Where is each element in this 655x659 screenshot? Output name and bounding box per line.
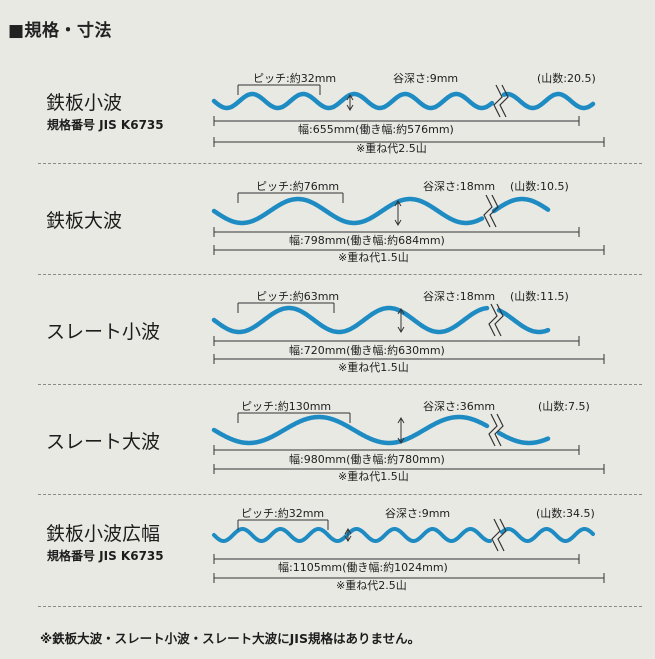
product-section-4: スレート大波 ピッチ:約130mm 谷深さ:36mm (山数:7.5) 幅:98… (38, 384, 642, 494)
wave-line (500, 527, 595, 543)
wave-line (211, 196, 485, 226)
product-name: 鉄板大波 (46, 210, 123, 232)
break-mark (483, 194, 493, 228)
depth-arrowhead (397, 308, 405, 315)
depth-arrowhead (344, 535, 352, 542)
ridge-count: (山数:34.5) (536, 507, 595, 520)
width-label: 幅:798mm(働き幅:約684mm) (289, 233, 445, 247)
section-divider (38, 274, 642, 275)
width-label: 幅:1105mm(働き幅:約1024mm) (278, 560, 448, 574)
depth-arrowhead (397, 326, 405, 333)
width-label: 幅:980mm(働き幅:約780mm) (289, 452, 445, 466)
section-divider (38, 163, 642, 164)
pitch-label: ピッチ:約130mm (241, 399, 331, 413)
pitch-label: ピッチ:約76mm (256, 179, 339, 193)
wave-line (211, 414, 490, 446)
depth-arrowhead (346, 94, 354, 101)
ridge-count: (山数:10.5) (510, 180, 569, 193)
product-section-3: スレート小波 ピッチ:約63mm 谷深さ:18mm (山数:11.5) 幅:72… (38, 274, 642, 384)
break-mark (488, 303, 498, 337)
break-mark (497, 518, 507, 552)
pitch-label: ピッチ:約32mm (241, 506, 324, 520)
wave-line (211, 305, 490, 335)
depth-label: 谷深さ:9mm (393, 72, 458, 85)
pitch-label: ピッチ:約32mm (253, 71, 336, 85)
wave-line (212, 527, 492, 543)
break-mark (491, 518, 501, 552)
depth-arrowhead (346, 104, 354, 111)
overlap-label: ※重ね代2.5山 (336, 578, 407, 592)
product-section-5: 鉄板小波広幅 規格番号 JIS K6735 ピッチ:約32mm 谷深さ:9mm … (38, 494, 642, 606)
break-mark (494, 413, 504, 447)
product-section-2: 鉄板大波 ピッチ:約76mm 谷深さ:18mm (山数:10.5) 幅:798m… (38, 163, 642, 274)
wave-line (496, 308, 551, 335)
footnote: ※鉄板大波・スレート小波・スレート大波にJIS規格はありません。 (40, 631, 421, 646)
product-name: スレート大波 (46, 431, 161, 453)
depth-arrowhead (344, 528, 352, 535)
break-mark (494, 303, 504, 337)
depth-label: 谷深さ:36mm (423, 400, 495, 413)
wave-diagram: ピッチ:約32mm 谷深さ:9mm (山数:34.5) 幅:1105mm(働き幅… (212, 506, 605, 592)
wave-line (501, 91, 596, 111)
depth-arrowhead (397, 437, 405, 444)
section-divider (38, 606, 642, 607)
section-divider (38, 494, 642, 495)
wave-diagram: ピッチ:約63mm 谷深さ:18mm (山数:11.5) 幅:720mm(働き幅… (211, 289, 605, 374)
wave-diagram: ピッチ:約32mm 谷深さ:9mm (山数:20.5) 幅:655mm(働き幅:… (211, 71, 605, 155)
depth-arrowhead (394, 219, 402, 226)
break-mark (489, 194, 499, 228)
ridge-count: (山数:11.5) (510, 290, 569, 303)
overlap-label: ※重ね代2.5山 (356, 141, 427, 155)
overlap-label: ※重ね代1.5山 (338, 360, 409, 374)
product-name: 鉄板小波 (46, 92, 123, 114)
product-code: 規格番号 JIS K6735 (47, 118, 164, 132)
overlap-label: ※重ね代1.5山 (338, 250, 409, 264)
section-divider (38, 384, 642, 385)
product-name: 鉄板小波広幅 (46, 523, 161, 545)
width-label: 幅:655mm(働き幅:約576mm) (298, 122, 454, 136)
ridge-count: (山数:20.5) (537, 72, 596, 85)
depth-label: 谷深さ:9mm (385, 507, 450, 520)
product-name: スレート小波 (46, 321, 161, 343)
overlap-label: ※重ね代1.5山 (338, 469, 409, 483)
wave-line (211, 91, 495, 111)
break-mark (499, 84, 509, 118)
page-title: ■規格・寸法 (8, 21, 113, 41)
pitch-label: ピッチ:約63mm (256, 289, 339, 303)
product-code: 規格番号 JIS K6735 (47, 549, 164, 563)
product-section-1: 鉄板小波 規格番号 JIS K6735 ピッチ:約32mm 谷深さ:9mm (山… (38, 58, 642, 163)
wave-diagram: ピッチ:約76mm 谷深さ:18mm (山数:10.5) 幅:798mm(働き幅… (211, 179, 605, 264)
ridge-count: (山数:7.5) (538, 400, 590, 413)
depth-label: 谷深さ:18mm (423, 290, 495, 303)
wave-line (496, 430, 551, 446)
width-label: 幅:720mm(働き幅:約630mm) (289, 343, 445, 357)
wave-line (491, 196, 551, 214)
depth-arrowhead (397, 417, 405, 424)
break-mark (493, 84, 503, 118)
section-1-wave (211, 84, 605, 147)
depth-label: 谷深さ:18mm (423, 180, 495, 193)
wave-diagram: ピッチ:約130mm 谷深さ:36mm (山数:7.5) 幅:980mm(働き幅… (211, 399, 605, 483)
break-mark (488, 413, 498, 447)
depth-arrowhead (394, 200, 402, 207)
